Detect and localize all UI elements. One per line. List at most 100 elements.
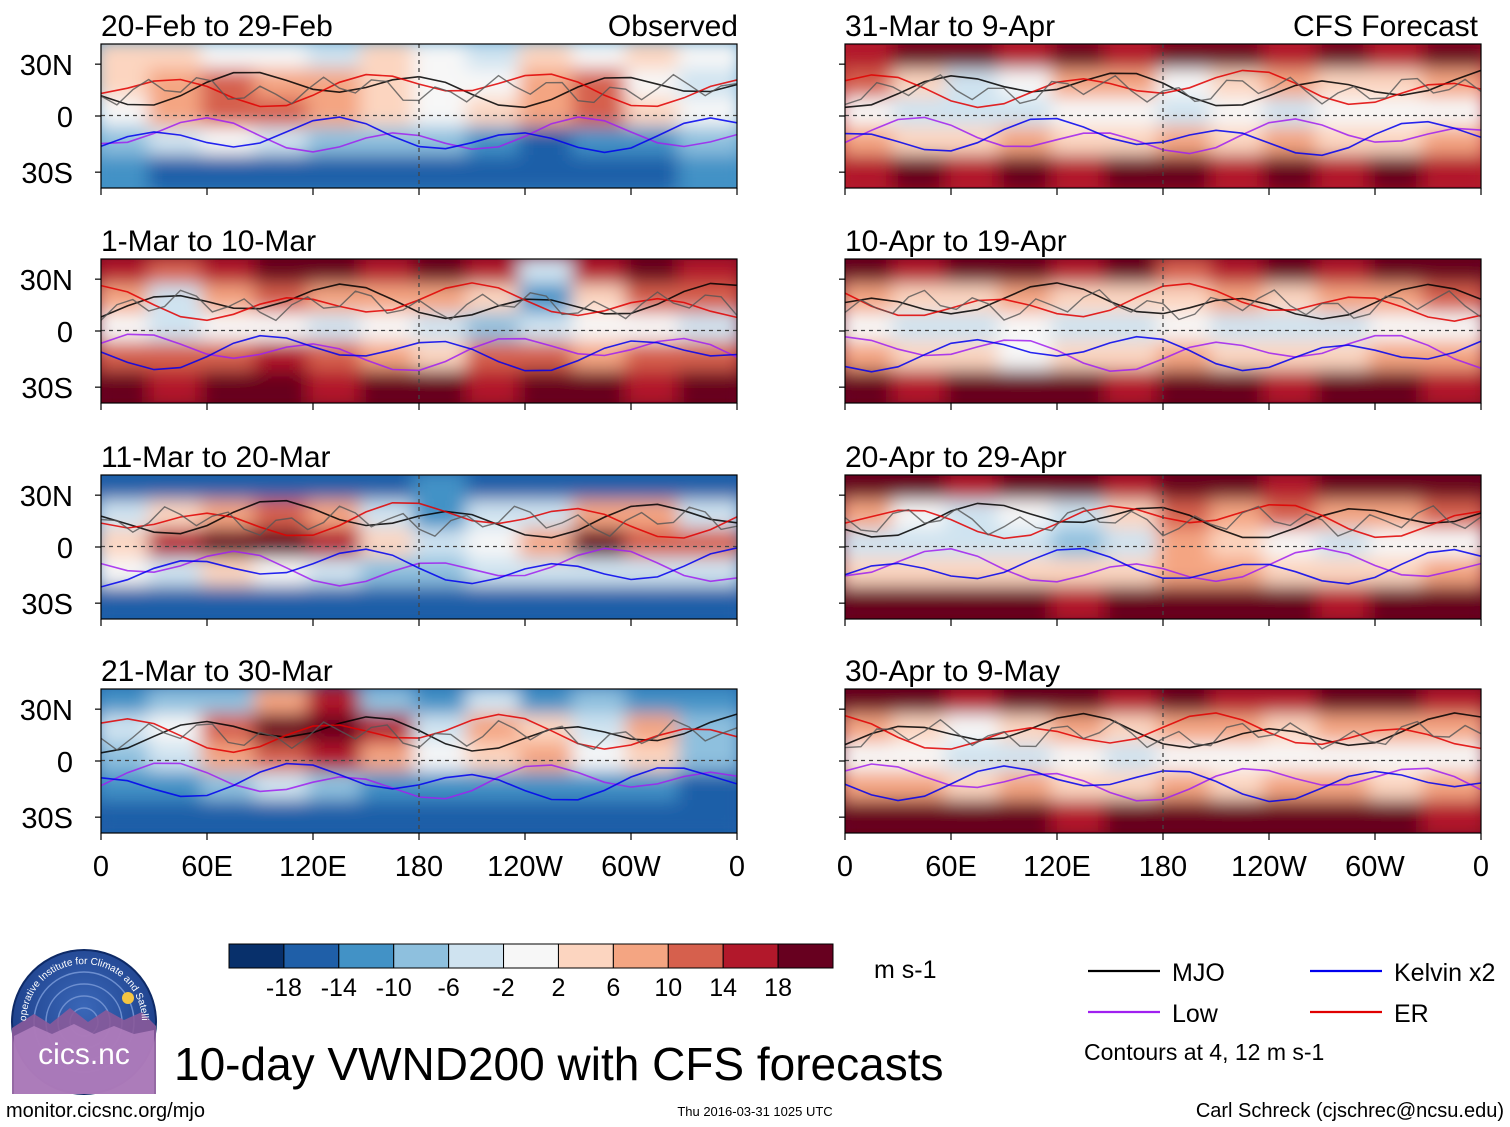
contour-line (845, 69, 1481, 109)
panel-7: 21-Mar to 30-Mar 30N 0 30S 0 60E 120E 180 120W 60… (20, 655, 745, 883)
vwnd-field (845, 689, 1481, 833)
contour-line (101, 116, 737, 154)
colorbar-tick-label: -2 (492, 974, 514, 1002)
x-tick-label: 120W (487, 851, 563, 883)
legend-label: ER (1394, 1000, 1429, 1028)
x-tick-label: 60E (925, 851, 977, 883)
colorbar-tick-label: 10 (654, 974, 682, 1002)
field-cell (1422, 586, 1481, 619)
x-tick-label: 0 (1473, 851, 1489, 883)
panel-title: 11-Mar to 20-Mar (101, 441, 331, 474)
panel-8: 30-Apr to 9-May 0 60E 120E 180 120W 60W 0 (837, 655, 1489, 883)
figure-title: 10-day VWND200 with CFS forecasts (174, 1038, 944, 1090)
y-tick-label: 0 (57, 533, 73, 565)
contour-note: Contours at 4, 12 m s-1 (1084, 1039, 1324, 1065)
legend-label: Low (1172, 1000, 1219, 1028)
panel-title: 31-Mar to 9-Apr (845, 10, 1055, 43)
x-tick-label: 60W (601, 851, 661, 883)
colorbar-tick-label: -6 (438, 974, 460, 1002)
contour-line (101, 762, 737, 801)
colorbar-swatch (503, 943, 559, 969)
x-tick-label: 180 (395, 851, 443, 883)
colorbar-swatch (228, 943, 285, 969)
field-cell (1422, 800, 1481, 833)
contour-line (845, 763, 1481, 802)
vwnd-field (845, 44, 1481, 188)
colorbar-tick-label: -18 (266, 974, 302, 1002)
colorbar-swatch (612, 943, 669, 969)
colorbar-tick-label: 2 (552, 974, 566, 1002)
x-tick-label: 120W (1231, 851, 1307, 883)
y-tick-label: 30S (21, 158, 73, 190)
panel-title: 20-Apr to 29-Apr (845, 441, 1067, 474)
field-cell (1422, 370, 1481, 403)
coastline (845, 504, 1481, 537)
x-tick-label: 120E (1023, 851, 1091, 883)
contour-line (845, 712, 1481, 750)
panel-6: 20-Apr to 29-Apr (839, 441, 1482, 626)
y-tick-label: 0 (57, 102, 73, 134)
author-credit: Carl Schreck (cjschrec@ncsu.edu) (1196, 1100, 1504, 1122)
colorbar-swatch (393, 943, 450, 969)
colorbar-swatch (448, 943, 505, 969)
panel-title: 30-Apr to 9-May (845, 655, 1060, 688)
x-tick-label: 60W (1345, 851, 1405, 883)
contour-line (845, 547, 1481, 583)
y-tick-label: 30N (20, 695, 73, 727)
vwnd-field (101, 475, 737, 619)
colorbar-tick-label: 18 (764, 974, 792, 1002)
y-tick-label: 30S (21, 589, 73, 621)
field-cell (1422, 155, 1481, 188)
logo-text: cics.nc (38, 1038, 130, 1071)
contour-legend: MJO Kelvin x2 Low ER (1088, 959, 1495, 1028)
colorbar-tick-label: -14 (321, 974, 357, 1002)
y-tick-label: 30N (20, 265, 73, 297)
coastline (845, 288, 1481, 321)
panel-title: 20-Feb to 29-Feb (101, 10, 333, 43)
x-tick-label: 60E (181, 851, 233, 883)
y-tick-label: 30N (20, 481, 73, 513)
panel-title: 21-Mar to 30-Mar (101, 655, 333, 688)
timestamp: Thu 2016-03-31 1025 UTC (677, 1104, 832, 1119)
contour-line (101, 547, 737, 588)
panel-title: 1-Mar to 10-Mar (101, 225, 316, 258)
panel-title: 10-Apr to 19-Apr (845, 225, 1067, 258)
field-cell (678, 155, 737, 188)
vwnd-field (101, 259, 737, 403)
colorbar-tick-label: 14 (709, 974, 737, 1002)
field-cell (678, 370, 737, 403)
colorbar-swatch (667, 943, 724, 969)
y-tick-label: 0 (57, 747, 73, 779)
vwnd-field (101, 689, 737, 833)
legend-label: MJO (1172, 959, 1225, 987)
colorbar-swatch (777, 943, 834, 969)
colorbar-swatch (557, 943, 614, 969)
colorbar-swatch (338, 943, 395, 969)
field-cell (678, 586, 737, 619)
x-tick-label: 180 (1139, 851, 1187, 883)
coastline (845, 74, 1481, 106)
panel-1: 20-Feb to 29-Feb 30N 0 30S (20, 10, 738, 195)
contour-line (101, 333, 737, 372)
coastline (101, 505, 737, 538)
vwnd-field (845, 259, 1481, 403)
vwnd-field (845, 475, 1481, 619)
contour-line (845, 282, 1481, 320)
vwnd-field (101, 44, 737, 188)
colorbar: -18 -14 -10 -6 -2 2 6 10 14 18 (228, 943, 834, 1002)
observed-label: Observed (608, 10, 738, 43)
x-tick-label: 0 (837, 851, 853, 883)
panel-5: 11-Mar to 20-Mar 30N 0 30S (20, 441, 738, 626)
legend-label: Kelvin x2 (1394, 959, 1495, 987)
cics-logo: Cooperative Institute for Climate and Sa… (11, 949, 157, 1095)
y-tick-label: 0 (57, 317, 73, 349)
cfs-forecast-label: CFS Forecast (1293, 10, 1479, 43)
colorbar-swatch (722, 943, 779, 969)
panels-layer: 20-Feb to 29-Feb 30N 0 30S 31-Mar to 9-Apr 1-… (20, 10, 1489, 883)
x-tick-label: 0 (93, 851, 109, 883)
x-tick-label: 0 (729, 851, 745, 883)
contour-line (845, 547, 1481, 585)
colorbar-units: m s-1 (874, 956, 937, 984)
y-tick-label: 30S (21, 803, 73, 835)
field-cell (678, 800, 737, 833)
